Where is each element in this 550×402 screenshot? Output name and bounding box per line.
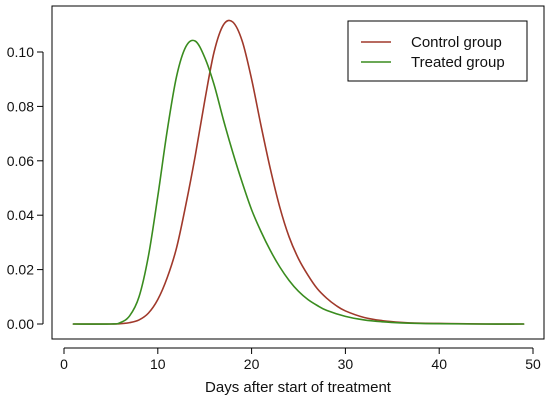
x-tick-label: 40 — [431, 356, 447, 372]
series-treated-line — [72, 39, 525, 325]
legend-label-control: Control group — [411, 34, 502, 51]
x-tick-label: 30 — [338, 356, 354, 372]
plot-frame — [51, 5, 545, 340]
y-tick-label: 0.04 — [7, 207, 34, 223]
series-control-line — [72, 19, 525, 325]
x-tick-label: 50 — [525, 356, 541, 372]
series-layer — [72, 19, 525, 325]
y-tick-label: 0.08 — [7, 98, 34, 114]
y-tick-label: 0.00 — [7, 316, 34, 332]
x-tick-label: 0 — [60, 356, 68, 372]
x-axis: 0 10 20 30 40 50 — [60, 347, 541, 372]
x-axis-label: Days after start of treatment — [205, 379, 392, 396]
legend: Control group Treated group — [347, 20, 528, 82]
y-tick-label: 0.06 — [7, 153, 34, 169]
legend-box — [347, 20, 528, 82]
x-tick-label: 20 — [244, 356, 260, 372]
x-tick-label: 10 — [150, 356, 166, 372]
y-tick-label: 0.02 — [7, 262, 34, 278]
legend-label-treated: Treated group — [411, 54, 505, 71]
y-axis: 0.00 0.02 0.04 0.06 0.08 0.10 — [7, 44, 44, 332]
y-tick-label: 0.10 — [7, 44, 34, 60]
